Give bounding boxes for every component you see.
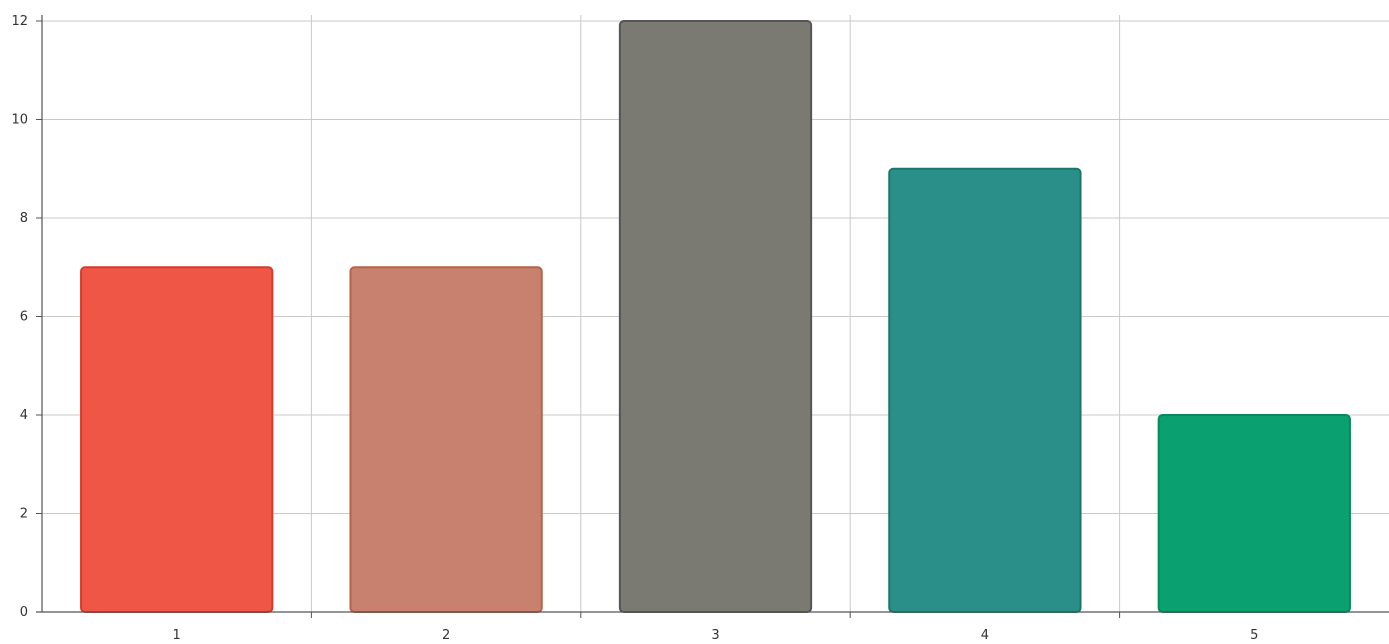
- y-tick-label: 0: [20, 605, 28, 620]
- x-tick-label: 2: [442, 628, 450, 643]
- bar-3: [618, 20, 813, 613]
- y-tick-label: 4: [20, 408, 28, 423]
- y-tick-label: 12: [11, 14, 28, 29]
- x-tick-label: 5: [1250, 628, 1258, 643]
- bar-4: [888, 167, 1082, 613]
- y-tick-label: 2: [20, 507, 28, 522]
- x-tick-label: 3: [711, 628, 719, 643]
- x-tick-label: 4: [981, 628, 989, 643]
- axes: [36, 15, 1389, 618]
- y-tick-label: 10: [11, 113, 28, 128]
- y-tick-label: 8: [20, 211, 28, 226]
- bar-2: [349, 266, 543, 613]
- y-tick-label: 6: [20, 310, 28, 325]
- bar-1: [80, 266, 274, 613]
- bar-5: [1157, 414, 1351, 613]
- x-tick-label: 1: [173, 628, 181, 643]
